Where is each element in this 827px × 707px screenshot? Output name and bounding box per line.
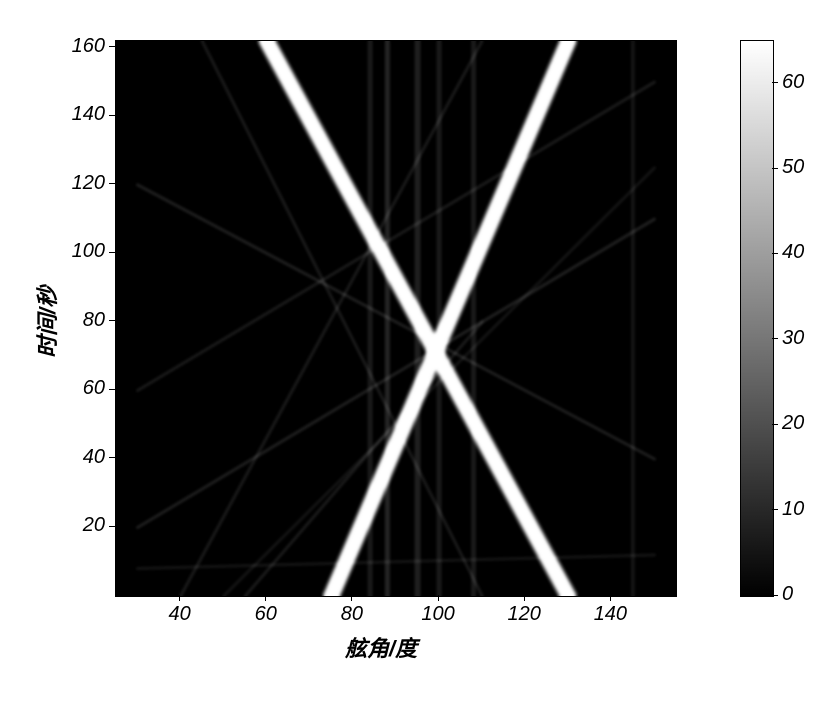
colorbar-tick-label: 30 bbox=[782, 327, 804, 350]
x-tick-label: 100 bbox=[413, 603, 463, 626]
x-tick-mark bbox=[438, 595, 439, 601]
y-tick-mark bbox=[109, 115, 115, 116]
y-tick-label: 100 bbox=[55, 240, 105, 263]
colorbar-tick-label: 60 bbox=[782, 71, 804, 94]
x-tick-label: 80 bbox=[327, 603, 377, 626]
y-tick-mark bbox=[109, 457, 115, 458]
x-tick-label: 140 bbox=[585, 603, 635, 626]
y-tick-label: 160 bbox=[55, 35, 105, 58]
y-tick-label: 120 bbox=[55, 172, 105, 195]
colorbar-tick-mark bbox=[772, 424, 778, 425]
colorbar-tick-mark bbox=[772, 338, 778, 339]
x-tick-label: 120 bbox=[499, 603, 549, 626]
colorbar bbox=[740, 40, 774, 597]
colorbar-tick-label: 20 bbox=[782, 412, 804, 435]
colorbar-tick-label: 0 bbox=[782, 583, 793, 606]
y-tick-mark bbox=[109, 46, 115, 47]
y-tick-label: 60 bbox=[55, 377, 105, 400]
x-tick-label: 60 bbox=[241, 603, 291, 626]
colorbar-tick-mark bbox=[772, 595, 778, 596]
y-tick-mark bbox=[109, 526, 115, 527]
colorbar-gradient bbox=[741, 41, 773, 596]
y-tick-mark bbox=[109, 389, 115, 390]
x-tick-mark bbox=[524, 595, 525, 601]
x-tick-label: 40 bbox=[155, 603, 205, 626]
x-tick-mark bbox=[610, 595, 611, 601]
colorbar-tick-label: 50 bbox=[782, 156, 804, 179]
x-tick-mark bbox=[351, 595, 352, 601]
colorbar-tick-mark bbox=[772, 253, 778, 254]
colorbar-tick-mark bbox=[772, 509, 778, 510]
colorbar-tick-label: 40 bbox=[782, 241, 804, 264]
colorbar-tick-mark bbox=[772, 82, 778, 83]
x-tick-mark bbox=[265, 595, 266, 601]
y-tick-mark bbox=[109, 252, 115, 253]
y-tick-label: 40 bbox=[55, 446, 105, 469]
colorbar-tick-mark bbox=[772, 168, 778, 169]
y-tick-label: 140 bbox=[55, 103, 105, 126]
chart-container: 舷角/度 时间/秒 406080100120140204060801001201… bbox=[20, 20, 827, 687]
y-tick-mark bbox=[109, 320, 115, 321]
heatmap-plot bbox=[115, 40, 677, 597]
colorbar-tick-label: 10 bbox=[782, 498, 804, 521]
y-tick-label: 80 bbox=[55, 309, 105, 332]
x-tick-mark bbox=[179, 595, 180, 601]
heatmap-canvas bbox=[116, 41, 676, 596]
y-tick-label: 20 bbox=[55, 514, 105, 537]
y-tick-mark bbox=[109, 183, 115, 184]
x-axis-label: 舷角/度 bbox=[345, 631, 417, 663]
